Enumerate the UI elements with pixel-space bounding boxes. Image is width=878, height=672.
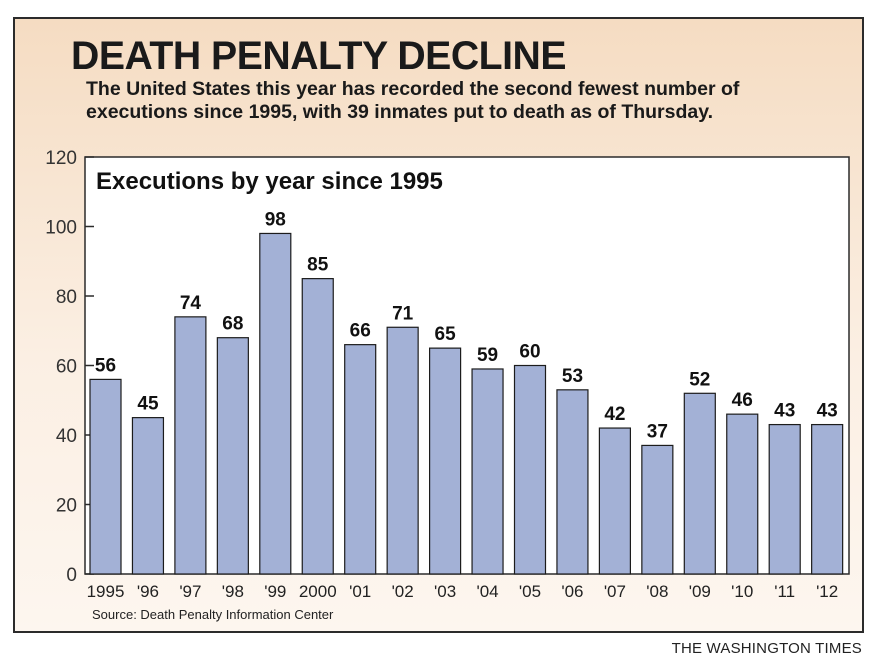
bar — [513, 364, 547, 575]
x-tick-label: '01 — [349, 582, 371, 601]
y-tick-label: 100 — [45, 218, 77, 239]
data-label: 68 — [222, 314, 243, 335]
data-label: 85 — [307, 255, 329, 276]
x-tick-label: '08 — [646, 582, 668, 601]
bar — [386, 326, 419, 575]
data-label: 43 — [817, 401, 838, 422]
x-tick-label: '12 — [816, 582, 838, 601]
x-tick-label: '11 — [774, 582, 795, 601]
bars — [89, 232, 844, 575]
bar — [216, 337, 249, 575]
data-label: 37 — [647, 421, 668, 442]
data-label: 52 — [689, 369, 710, 390]
y-tick-label: 80 — [56, 287, 77, 308]
y-axis: 0 20 40 60 80 100 120 — [45, 148, 94, 586]
x-tick-label: '06 — [561, 582, 583, 601]
bar — [811, 423, 844, 575]
x-tick-label: '04 — [476, 582, 498, 601]
y-tick-label: 120 — [45, 148, 77, 169]
source-note: Source: Death Penalty Information Center — [92, 607, 334, 622]
x-tick-label: 1995 — [87, 582, 125, 601]
bar — [344, 344, 377, 575]
data-label: 45 — [137, 394, 159, 415]
bar — [683, 392, 716, 575]
x-tick-label: '02 — [392, 582, 414, 601]
chart-title: Executions by year since 1995 — [96, 168, 443, 195]
x-tick-label: '10 — [731, 582, 753, 601]
x-tick-label: '96 — [137, 582, 159, 601]
bar — [768, 423, 801, 575]
data-label: 42 — [604, 404, 625, 425]
data-label: 65 — [435, 324, 457, 345]
bar — [259, 232, 292, 575]
x-axis: 1995 '96 '97 '98 '99 2000 '01 '02 '03 '04 '05 '06 '0… — [87, 582, 839, 601]
x-tick-label: '05 — [519, 582, 541, 601]
data-label: 71 — [392, 303, 414, 324]
x-tick-label: '97 — [179, 582, 201, 601]
y-tick-label: 20 — [56, 496, 77, 517]
y-tick-label: 0 — [66, 565, 77, 586]
bar — [598, 427, 632, 575]
data-label: 60 — [519, 342, 540, 363]
data-label: 46 — [732, 390, 753, 411]
data-label: 74 — [180, 293, 202, 314]
y-tick-label: 40 — [56, 426, 77, 447]
bar — [726, 413, 759, 575]
y-tick-label: 60 — [56, 357, 77, 378]
bar — [641, 444, 674, 575]
data-label: 43 — [774, 401, 795, 422]
bar — [131, 417, 165, 575]
plot-area — [84, 156, 850, 575]
bar — [89, 378, 122, 575]
bar — [174, 316, 207, 575]
data-label: 98 — [265, 209, 286, 230]
x-tick-label: '03 — [434, 582, 456, 601]
bar — [429, 347, 462, 575]
bar — [556, 389, 589, 575]
publisher-credit: THE WASHINGTON TIMES — [671, 640, 862, 657]
x-tick-label: 2000 — [299, 582, 337, 601]
x-tick-label: '09 — [689, 582, 711, 601]
data-label: 53 — [562, 366, 583, 387]
data-label: 56 — [95, 355, 116, 376]
bar — [471, 368, 504, 575]
x-tick-label: '98 — [222, 582, 244, 601]
dek-text: The United States this year has recorded… — [86, 78, 740, 123]
data-labels: 56 45 74 68 98 85 66 71 65 59 60 53 42 37 52 46 43 43 — [95, 209, 838, 442]
headline: DEATH PENALTY DECLINE — [71, 34, 566, 78]
data-label: 66 — [350, 321, 371, 342]
x-tick-label: '99 — [264, 582, 286, 601]
bar — [301, 278, 334, 575]
data-label: 59 — [477, 345, 498, 366]
x-tick-label: '07 — [604, 582, 626, 601]
